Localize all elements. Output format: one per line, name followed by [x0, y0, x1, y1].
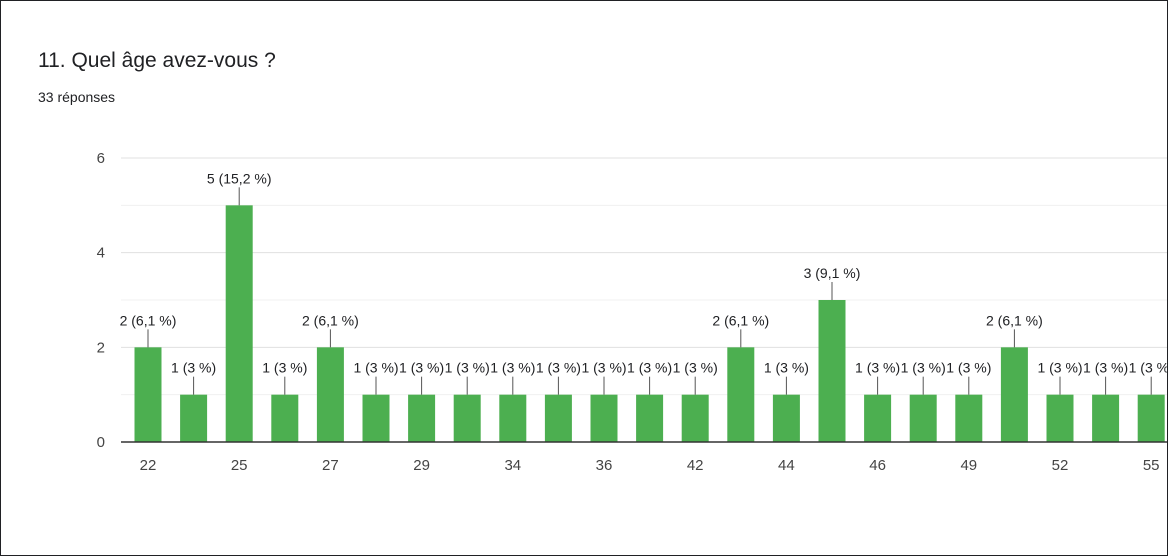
bar[interactable]	[408, 394, 436, 442]
bar[interactable]	[1137, 394, 1165, 442]
data-label: 1 (3 %)	[399, 360, 444, 376]
data-label: 1 (3 %)	[1083, 360, 1128, 376]
data-label: 2 (6,1 %)	[302, 312, 359, 328]
x-tick-label: 42	[687, 457, 704, 474]
y-tick-label: 4	[97, 245, 105, 262]
x-tick-label: 36	[596, 457, 613, 474]
data-label: 1 (3 %)	[901, 360, 946, 376]
data-label: 1 (3 %)	[764, 360, 809, 376]
x-tick-label: 55	[1143, 457, 1160, 474]
data-label: 2 (6,1 %)	[120, 312, 177, 328]
data-label: 1 (3 %)	[1037, 360, 1082, 376]
bar[interactable]	[818, 300, 846, 442]
y-tick-label: 6	[97, 150, 105, 167]
x-tick-label: 46	[869, 457, 886, 474]
x-tick-label: 49	[960, 457, 977, 474]
data-label: 1 (3 %)	[855, 360, 900, 376]
question-title: 11. Quel âge avez-vous ?	[38, 49, 276, 72]
bar[interactable]	[134, 347, 162, 442]
bar[interactable]	[955, 394, 983, 442]
bar[interactable]	[362, 394, 390, 442]
bar[interactable]	[316, 347, 344, 442]
bar[interactable]	[590, 394, 618, 442]
bar[interactable]	[1046, 394, 1074, 442]
x-tick-label: 29	[413, 457, 430, 474]
y-tick-label: 2	[97, 339, 105, 356]
y-tick-label: 0	[97, 434, 105, 451]
bar[interactable]	[544, 394, 572, 442]
x-tick-label: 34	[504, 457, 521, 474]
x-tick-label: 44	[778, 457, 795, 474]
data-label: 3 (9,1 %)	[804, 265, 861, 281]
bar[interactable]	[772, 394, 800, 442]
x-tick-label: 52	[1052, 457, 1069, 474]
bar[interactable]	[909, 394, 937, 442]
x-tick-label: 25	[231, 457, 248, 474]
response-count: 33 réponses	[38, 89, 116, 105]
x-tick-label: 27	[322, 457, 339, 474]
bar[interactable]	[499, 394, 527, 442]
data-label: 1 (3 %)	[946, 360, 991, 376]
bar[interactable]	[864, 394, 892, 442]
data-label: 1 (3 %)	[445, 360, 490, 376]
data-label: 1 (3 %)	[536, 360, 581, 376]
data-label: 1 (3 %)	[627, 360, 672, 376]
data-label: 1 (3 %)	[581, 360, 626, 376]
bar[interactable]	[1092, 394, 1120, 442]
data-label: 1 (3 %)	[490, 360, 535, 376]
bar[interactable]	[180, 394, 208, 442]
data-label: 1 (3 %)	[262, 360, 307, 376]
bar[interactable]	[636, 394, 664, 442]
bar[interactable]	[453, 394, 481, 442]
x-tick-label: 22	[140, 457, 157, 474]
data-label: 1 (3 %)	[171, 360, 216, 376]
bar[interactable]	[225, 205, 253, 442]
bar[interactable]	[681, 394, 709, 442]
data-label: 2 (6,1 %)	[712, 312, 769, 328]
bar[interactable]	[727, 347, 755, 442]
data-label: 1 (3 %)	[673, 360, 718, 376]
bar[interactable]	[1000, 347, 1028, 442]
bar[interactable]	[271, 394, 299, 442]
data-label: 5 (15,2 %)	[207, 170, 272, 186]
data-label: 2 (6,1 %)	[986, 312, 1043, 328]
data-label: 1 (3 %)	[1129, 360, 1167, 376]
data-label: 1 (3 %)	[353, 360, 398, 376]
